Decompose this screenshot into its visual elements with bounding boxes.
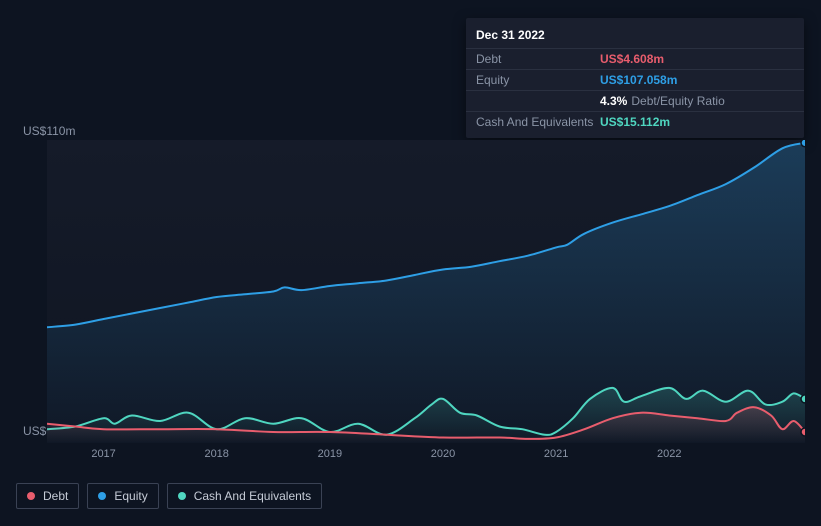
xaxis: 2017 2018 2019 2020 2021 2022 — [47, 448, 805, 468]
tooltip-row: DebtUS$4.608m — [466, 48, 804, 69]
tooltip-row-value: US$15.112m — [600, 115, 670, 129]
tooltip-row-value: US$107.058m — [600, 73, 677, 87]
chart-plot-area[interactable] — [47, 140, 805, 443]
tooltip-ratio: 4.3% Debt/Equity Ratio — [600, 94, 725, 108]
tooltip-ratio-text: Debt/Equity Ratio — [631, 94, 724, 108]
xaxis-tick: 2020 — [431, 448, 455, 460]
legend-dot-icon — [178, 492, 186, 500]
tooltip-row-label: Equity — [476, 73, 600, 87]
legend-label: Equity — [114, 489, 147, 503]
tooltip-row-value: US$4.608m — [600, 52, 664, 66]
legend-item[interactable]: Debt — [16, 483, 79, 509]
xaxis-tick: 2019 — [318, 448, 342, 460]
tooltip-row-label: Cash And Equivalents — [476, 115, 600, 129]
legend: Debt Equity Cash And Equivalents — [16, 483, 322, 509]
legend-dot-icon — [27, 492, 35, 500]
tooltip-row-label — [476, 94, 600, 108]
tooltip-row-label: Debt — [476, 52, 600, 66]
cash-marker — [801, 395, 805, 403]
equity-marker — [801, 140, 805, 147]
xaxis-tick: 2017 — [91, 448, 115, 460]
tooltip-row: 4.3% Debt/Equity Ratio — [466, 90, 804, 111]
legend-label: Debt — [43, 489, 68, 503]
legend-dot-icon — [98, 492, 106, 500]
tooltip-ratio-pct: 4.3% — [600, 94, 627, 108]
tooltip-row: EquityUS$107.058m — [466, 69, 804, 90]
debt-marker — [801, 428, 805, 436]
legend-item[interactable]: Equity — [87, 483, 158, 509]
chart-svg — [47, 140, 805, 443]
tooltip-row: Cash And EquivalentsUS$15.112m — [466, 111, 804, 132]
legend-label: Cash And Equivalents — [194, 489, 311, 503]
xaxis-tick: 2021 — [544, 448, 568, 460]
legend-item[interactable]: Cash And Equivalents — [167, 483, 322, 509]
xaxis-tick: 2018 — [204, 448, 228, 460]
xaxis-tick: 2022 — [657, 448, 681, 460]
tooltip-date: Dec 31 2022 — [466, 24, 804, 48]
yaxis-max-label: US$110m — [23, 124, 75, 138]
chart-tooltip: Dec 31 2022 DebtUS$4.608mEquityUS$107.05… — [466, 18, 804, 138]
